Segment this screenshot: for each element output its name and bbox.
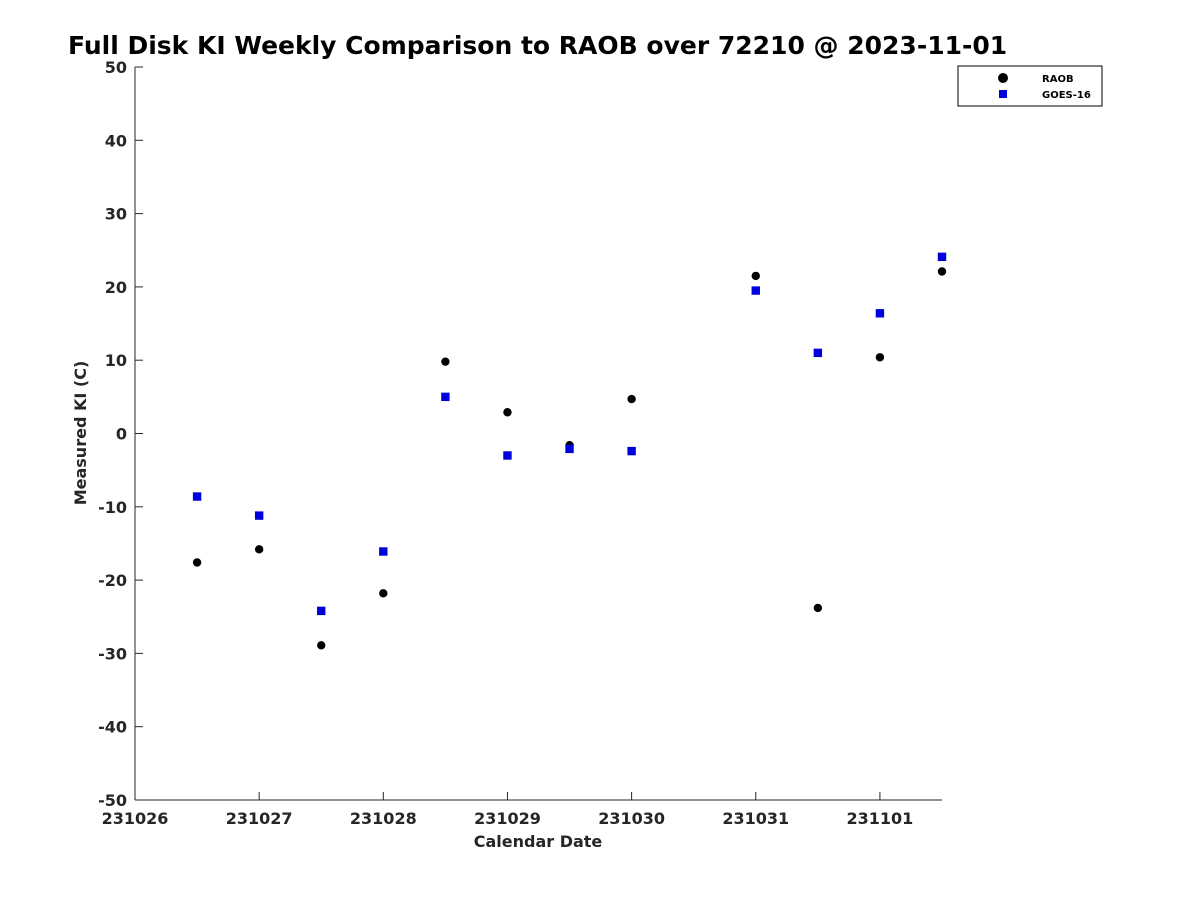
raob-point — [379, 589, 388, 598]
y-tick-label: 50 — [105, 58, 127, 77]
x-tick-label: 231027 — [226, 809, 293, 828]
raob-point — [317, 641, 326, 650]
goes16-point — [627, 446, 636, 456]
raob-point — [503, 408, 512, 417]
y-tick-label: -10 — [98, 498, 127, 517]
y-tick-label: 40 — [105, 131, 127, 150]
goes16-point — [751, 286, 760, 295]
x-tick-label: 231026 — [102, 809, 169, 828]
y-tick-label: 20 — [105, 278, 127, 297]
goes16-point — [565, 444, 574, 454]
y-tick-label: 10 — [105, 351, 127, 370]
y-tick-label: -50 — [98, 791, 127, 810]
y-tick-label: -30 — [98, 644, 127, 663]
goes16-point — [875, 309, 885, 318]
raob-point — [254, 545, 264, 554]
goes16-point — [937, 252, 947, 262]
y-tick-label: -20 — [98, 571, 127, 590]
x-tick-label: 231028 — [350, 809, 417, 828]
data-points — [192, 252, 947, 650]
x-axis-label: Calendar Date — [474, 832, 603, 851]
y-axis-label: Measured KI (C) — [71, 361, 90, 506]
raob-point — [192, 558, 202, 567]
goes16-point — [192, 492, 202, 501]
legend-marker-raob — [998, 73, 1008, 83]
raob-point — [875, 353, 885, 362]
raob-point — [813, 603, 823, 613]
y-ticks: 50 40 30 20 10 0 -10 -20 -30 -40 -50 — [98, 58, 143, 810]
legend-marker-goes16 — [999, 90, 1007, 98]
goes16-point — [254, 511, 264, 520]
raob-point — [441, 357, 450, 366]
y-tick-label: 0 — [116, 425, 127, 444]
raob-point — [751, 271, 760, 281]
y-tick-label: -40 — [98, 718, 127, 737]
x-tick-label: 231031 — [722, 809, 789, 828]
legend-label: GOES-16 — [1042, 90, 1091, 101]
legend-box — [957, 65, 1103, 107]
goes16-point — [317, 606, 326, 616]
x-tick-label: 231101 — [847, 809, 914, 828]
x-tick-label: 231030 — [598, 809, 665, 828]
goes16-point — [379, 547, 388, 556]
legend-label: RAOB — [1042, 74, 1074, 85]
raob-point — [937, 267, 947, 276]
goes16-point — [503, 451, 512, 460]
x-ticks: 231026 231027 231028 231029 231030 231031 2311… — [102, 792, 914, 828]
x-tick-label: 231029 — [474, 809, 541, 828]
y-tick-label: 30 — [105, 205, 127, 224]
legend: RAOB GOES-16 — [957, 65, 1103, 107]
chart-title: Full Disk KI Weekly Comparison to RAOB o… — [68, 31, 1007, 60]
goes16-point — [441, 392, 450, 402]
raob-point — [627, 394, 636, 404]
plot-axes — [134, 67, 942, 801]
goes16-point — [813, 348, 823, 358]
